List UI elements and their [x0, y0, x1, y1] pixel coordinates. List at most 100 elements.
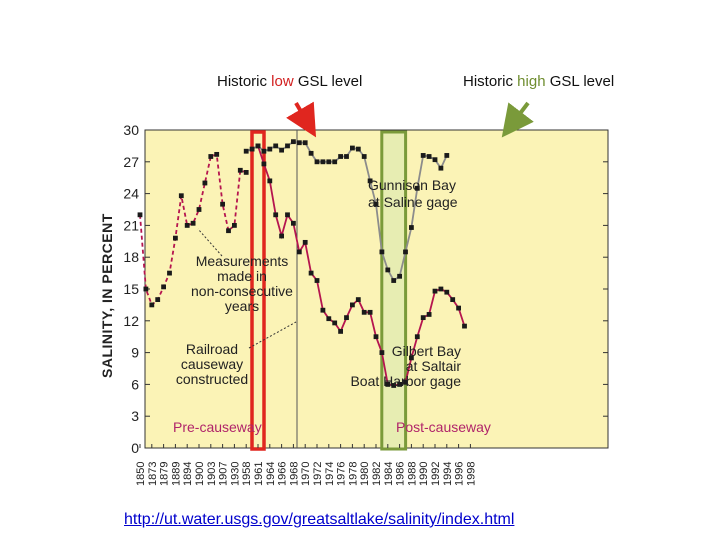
x-tick-label: 1964	[265, 462, 277, 486]
railroad-line-1: Railroad	[186, 341, 238, 357]
x-tick-label: 1970	[300, 462, 312, 486]
gunnison-bay-series-point	[420, 153, 426, 158]
high-label-word: high	[517, 73, 546, 90]
gunnison-bay-series-point	[373, 201, 379, 207]
y-tick-label: 30	[123, 122, 139, 138]
y-tick-label: 15	[123, 281, 139, 297]
x-tick-label: 1998	[465, 462, 477, 486]
pre-causeway-series-point	[196, 207, 202, 212]
pre-causeway-series-point	[155, 297, 161, 302]
low-arrow	[286, 101, 317, 138]
gilbert-bay-series-point	[438, 286, 444, 292]
gilbert-bay-series-point	[385, 382, 391, 387]
gilbert-bay-series-point	[409, 355, 414, 361]
gilbert-bay-series-point	[338, 329, 343, 334]
gilbert-bay-series-point	[355, 297, 361, 302]
low-label-suffix: GSL level	[293, 73, 363, 90]
gunnison-bay-series-point	[397, 273, 402, 279]
x-tick-label: 1968	[288, 462, 300, 486]
x-tick-label: 1889	[170, 462, 182, 486]
measurements-line-2: made in	[217, 268, 267, 284]
x-tick-label: 1930	[229, 462, 241, 486]
gunnison-bay-series-point	[361, 154, 367, 159]
gilbert-bay-series-point	[302, 239, 308, 245]
x-tick-label: 1978	[347, 462, 359, 486]
gunnison-bay-series-point	[426, 154, 432, 159]
gunnison-bay-series-point	[308, 150, 314, 156]
gunnison-bay-series-point	[344, 154, 349, 159]
post-causeway-label: Post-causeway	[396, 419, 491, 435]
x-tick-label: 1873	[147, 462, 159, 486]
gilbert-bay-series-point	[291, 220, 296, 226]
gunnison-bay-series-point	[379, 249, 385, 255]
gunnison-bay-series-point	[414, 185, 420, 191]
y-tick-label: 18	[123, 249, 139, 265]
x-tick-label: 1986	[395, 462, 407, 486]
pre-causeway-series-point	[178, 193, 184, 199]
gilbert-bay-series-point	[361, 309, 367, 315]
gilbert-bay-series-point	[279, 233, 284, 239]
gilbert-line-2: at Saltair	[406, 358, 462, 374]
pre-causeway-series-point	[232, 223, 237, 228]
gilbert-bay-series-point	[267, 178, 273, 184]
gilbert-bay-series-point	[373, 334, 379, 340]
pre-causeway-series-point	[143, 286, 149, 292]
y-tick-label: 21	[123, 217, 139, 233]
historic-high-label: Historic high GSL level	[463, 73, 614, 90]
gilbert-bay-series-point	[308, 270, 314, 276]
gunnison-bay-series-point	[403, 249, 408, 255]
gunnison-bay-series-point	[338, 154, 343, 159]
gunnison-annotation: Gunnison Bay at Saline gage	[368, 177, 458, 210]
gunnison-line-2: at Saline gage	[368, 194, 458, 210]
x-tick-label: 1990	[418, 462, 430, 486]
gilbert-bay-series-point	[379, 350, 385, 355]
x-tick-label: 1980	[359, 462, 371, 486]
y-tick-label: 12	[123, 313, 139, 329]
gunnison-bay-series-point	[409, 225, 414, 230]
gunnison-bay-series-point	[314, 159, 320, 165]
gunnison-bay-series-point	[432, 157, 438, 163]
gilbert-bay-series-point	[462, 323, 467, 329]
measurements-line-4: years	[225, 298, 259, 314]
gilbert-annotation: Gilbert Bay at Saltair Boat Harbor gage	[350, 343, 461, 389]
gilbert-bay-series-point	[450, 297, 456, 302]
x-tick-label: 1974	[324, 462, 336, 486]
gunnison-bay-series-point	[255, 143, 261, 149]
gunnison-bay-series-point	[249, 146, 255, 152]
gilbert-bay-series-point	[391, 383, 397, 388]
pre-causeway-series-point	[149, 302, 155, 308]
x-tick-label: 1988	[406, 462, 418, 486]
pre-causeway-series-point	[202, 180, 208, 186]
source-url-link[interactable]: http://ut.water.usgs.gov/greatsaltlake/s…	[124, 511, 515, 528]
historic-low-label: Historic low GSL level	[217, 73, 362, 90]
low-label-prefix: Historic	[217, 73, 272, 90]
gilbert-bay-series-point	[367, 309, 373, 315]
pre-causeway-series-point	[137, 212, 143, 218]
x-tick-label: 1894	[182, 462, 194, 486]
gilbert-bay-series-point	[320, 307, 326, 313]
gunnison-bay-series-point	[302, 140, 308, 146]
pre-causeway-series-point	[208, 154, 214, 159]
x-tick-label: 1996	[454, 462, 466, 486]
pre-causeway-series-point	[184, 223, 190, 228]
high-label-suffix: GSL level	[545, 73, 615, 90]
gunnison-bay-series-point	[350, 145, 355, 151]
x-tick-label: 1961	[253, 462, 265, 486]
pre-causeway-label: Pre-causeway	[173, 419, 262, 435]
pre-causeway-series-point	[214, 151, 220, 157]
x-tick-label: 1994	[442, 462, 454, 486]
gunnison-bay-series-point	[279, 147, 284, 153]
measurements-line-1: Measurements	[196, 253, 289, 269]
gilbert-bay-series-point	[444, 289, 450, 295]
pre-causeway-series-point	[167, 270, 172, 276]
gilbert-bay-series-point	[285, 212, 290, 218]
pre-causeway-series-point	[237, 167, 243, 173]
gilbert-bay-series-point	[350, 302, 355, 308]
y-tick-label: 9	[131, 345, 139, 361]
x-tick-label: 1958	[241, 462, 253, 486]
gilbert-line-3: Boat Harbor gage	[350, 373, 461, 389]
pre-causeway-series-point	[220, 201, 225, 207]
gunnison-line-1: Gunnison Bay	[368, 177, 456, 193]
x-tick-label: 1879	[159, 462, 171, 486]
